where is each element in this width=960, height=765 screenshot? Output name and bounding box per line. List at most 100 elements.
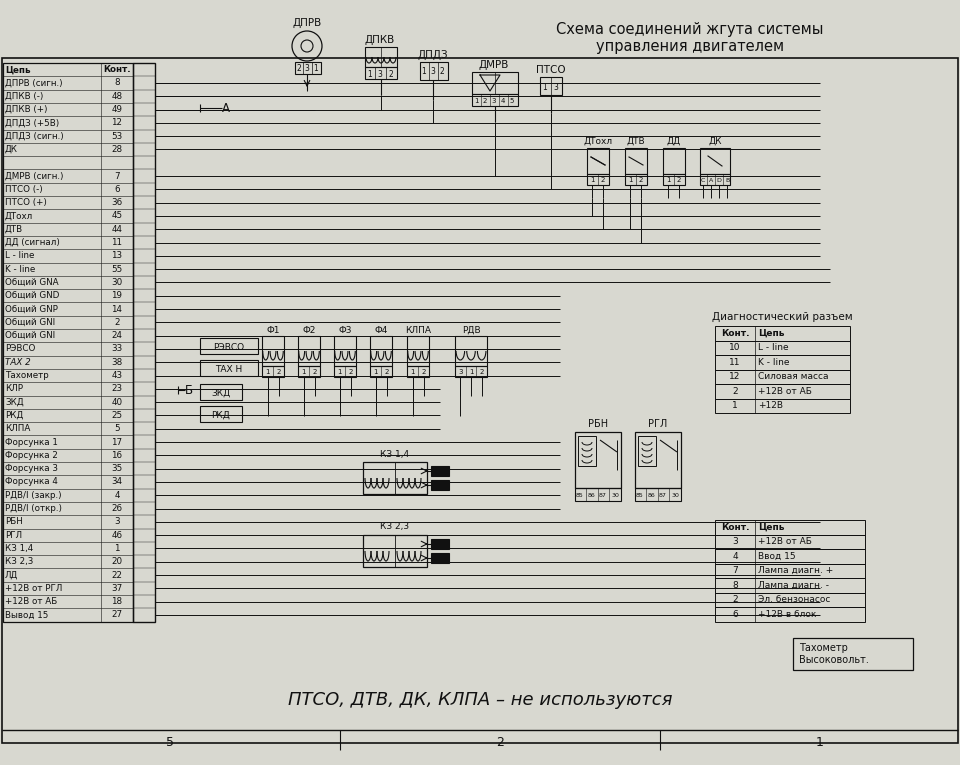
- Bar: [663, 174, 685, 185]
- Text: РЭВСО: РЭВСО: [213, 343, 245, 351]
- Text: ДК: ДК: [708, 137, 722, 146]
- Text: 2: 2: [479, 369, 484, 375]
- Text: РГЛ: РГЛ: [648, 419, 667, 429]
- Bar: [295, 62, 321, 74]
- Text: 2: 2: [677, 177, 682, 183]
- Text: 1: 1: [114, 544, 120, 553]
- Bar: [715, 549, 865, 564]
- Text: 1: 1: [301, 369, 305, 375]
- Text: 2: 2: [732, 595, 738, 604]
- Text: Цепь: Цепь: [758, 522, 784, 532]
- Text: ЗКД: ЗКД: [211, 389, 230, 398]
- Text: Общий GNA: Общий GNA: [5, 278, 59, 287]
- Bar: [638, 436, 656, 466]
- Text: Общий GNP: Общий GNP: [5, 304, 58, 314]
- Text: ЗКД: ЗКД: [5, 398, 24, 407]
- Text: 6: 6: [114, 185, 120, 194]
- Bar: [2, 58, 958, 743]
- Text: 86: 86: [648, 493, 656, 497]
- Text: ПТСО: ПТСО: [537, 65, 565, 75]
- Bar: [370, 366, 392, 377]
- Text: 45: 45: [111, 211, 123, 220]
- Text: 2: 2: [114, 317, 120, 327]
- Text: 3: 3: [377, 70, 382, 79]
- Bar: [587, 148, 609, 174]
- Text: 5: 5: [114, 425, 120, 433]
- Bar: [715, 593, 865, 607]
- Bar: [262, 336, 284, 366]
- Text: А: А: [222, 102, 230, 115]
- Text: K - line: K - line: [5, 265, 36, 274]
- Text: ДТохл: ДТохл: [584, 137, 612, 146]
- Text: B: B: [725, 177, 730, 183]
- Text: 1: 1: [468, 369, 473, 375]
- Text: ПТСО (+): ПТСО (+): [5, 198, 47, 207]
- Text: Конт.: Конт.: [721, 522, 749, 532]
- Text: РБН: РБН: [588, 419, 608, 429]
- Bar: [334, 366, 356, 377]
- Text: 46: 46: [111, 531, 123, 539]
- Text: 2: 2: [389, 70, 394, 79]
- Bar: [200, 406, 242, 422]
- Text: 85: 85: [576, 493, 584, 497]
- Text: 35: 35: [111, 464, 123, 473]
- Text: 87: 87: [599, 493, 607, 497]
- Text: 4: 4: [732, 552, 738, 561]
- Bar: [700, 148, 730, 174]
- Text: 30: 30: [111, 278, 123, 287]
- Text: 30: 30: [671, 493, 679, 497]
- Text: ДМРВ: ДМРВ: [479, 60, 509, 70]
- Text: 2: 2: [312, 369, 317, 375]
- Text: Ф2: Ф2: [302, 325, 316, 334]
- Text: 1: 1: [421, 67, 426, 76]
- Bar: [365, 67, 397, 79]
- Text: ДД: ДД: [667, 137, 682, 146]
- Text: 1: 1: [368, 70, 372, 79]
- Text: Вывод 15: Вывод 15: [5, 610, 48, 620]
- Text: 1: 1: [410, 369, 415, 375]
- Text: Лампа диагн. +: Лампа диагн. +: [758, 566, 833, 575]
- Text: 12: 12: [111, 119, 123, 127]
- Text: КЛР: КЛР: [5, 384, 23, 393]
- Bar: [715, 535, 865, 549]
- Bar: [298, 336, 320, 366]
- Bar: [363, 535, 427, 567]
- Text: 2: 2: [421, 369, 425, 375]
- Text: 16: 16: [111, 451, 123, 460]
- Text: +12В от АБ: +12В от АБ: [758, 537, 812, 546]
- Text: Силовая масса: Силовая масса: [758, 373, 828, 381]
- Text: 13: 13: [111, 252, 123, 260]
- Text: ДД (сигнал): ДД (сигнал): [5, 238, 60, 247]
- Text: ДПРВ (сигн.): ДПРВ (сигн.): [5, 79, 62, 87]
- Text: Общий GNI: Общий GNI: [5, 317, 55, 327]
- Text: L - line: L - line: [758, 343, 788, 352]
- Text: 14: 14: [111, 304, 123, 314]
- Text: 3: 3: [492, 98, 496, 104]
- Bar: [407, 336, 429, 366]
- Bar: [431, 539, 449, 549]
- Bar: [578, 436, 596, 466]
- Text: 7: 7: [732, 566, 738, 575]
- Text: 1: 1: [373, 369, 377, 375]
- Text: 1: 1: [628, 177, 633, 183]
- Text: 34: 34: [111, 477, 123, 487]
- Text: 85: 85: [636, 493, 644, 497]
- Bar: [370, 336, 392, 366]
- Text: ДПДЗ (+5В): ДПДЗ (+5В): [5, 119, 60, 127]
- Bar: [298, 366, 320, 377]
- Text: КЗ 2,3: КЗ 2,3: [5, 557, 34, 566]
- Text: 1: 1: [589, 177, 594, 183]
- Text: 87: 87: [660, 493, 667, 497]
- Bar: [635, 488, 681, 501]
- Text: 5: 5: [166, 735, 174, 748]
- Text: КЛПА: КЛПА: [5, 425, 31, 433]
- Text: 4: 4: [501, 98, 505, 104]
- Text: 12: 12: [730, 373, 741, 381]
- Text: 7: 7: [114, 171, 120, 181]
- Bar: [625, 148, 647, 174]
- Text: 3: 3: [304, 63, 309, 73]
- Text: Общий GNI: Общий GNI: [5, 331, 55, 340]
- Text: 2: 2: [732, 387, 738, 396]
- Text: ДПКВ: ДПКВ: [365, 35, 396, 45]
- Text: 1: 1: [816, 735, 824, 748]
